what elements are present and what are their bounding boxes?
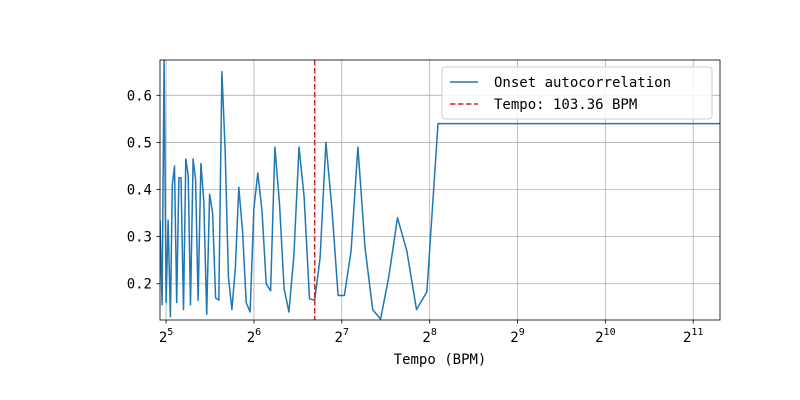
x-tick-label: 210 [595, 327, 615, 346]
y-tick-label: 0.2 [127, 277, 152, 293]
x-axis-ticks: 25 26 27 28 29 210 211 [159, 320, 703, 346]
y-tick-label: 0.5 [127, 135, 152, 151]
x-tick-label: 26 [247, 327, 261, 346]
x-tick-label: 25 [159, 327, 173, 346]
y-tick-label: 0.3 [127, 230, 152, 246]
y-tick-label: 0.6 [127, 88, 152, 104]
y-axis-ticks: 0.2 0.3 0.4 0.5 0.6 [127, 88, 160, 293]
series-line-onset-autocorrelation [160, 60, 720, 320]
legend: Onset autocorrelation Tempo: 103.36 BPM [441, 66, 713, 120]
x-axis-label: Tempo (BPM) [394, 352, 487, 368]
axes-frame [159, 59, 721, 321]
legend-box [441, 66, 713, 120]
x-tick-label: 211 [683, 327, 703, 346]
legend-label-tempo: Tempo: 103.36 BPM [494, 97, 637, 113]
legend-label-onset: Onset autocorrelation [494, 75, 671, 91]
plot-area [160, 60, 720, 320]
x-tick-label: 29 [510, 327, 524, 346]
x-tick-label: 28 [422, 327, 436, 346]
x-tick-label: 27 [335, 327, 349, 346]
y-tick-label: 0.4 [127, 183, 152, 199]
axes-border [159, 59, 721, 321]
